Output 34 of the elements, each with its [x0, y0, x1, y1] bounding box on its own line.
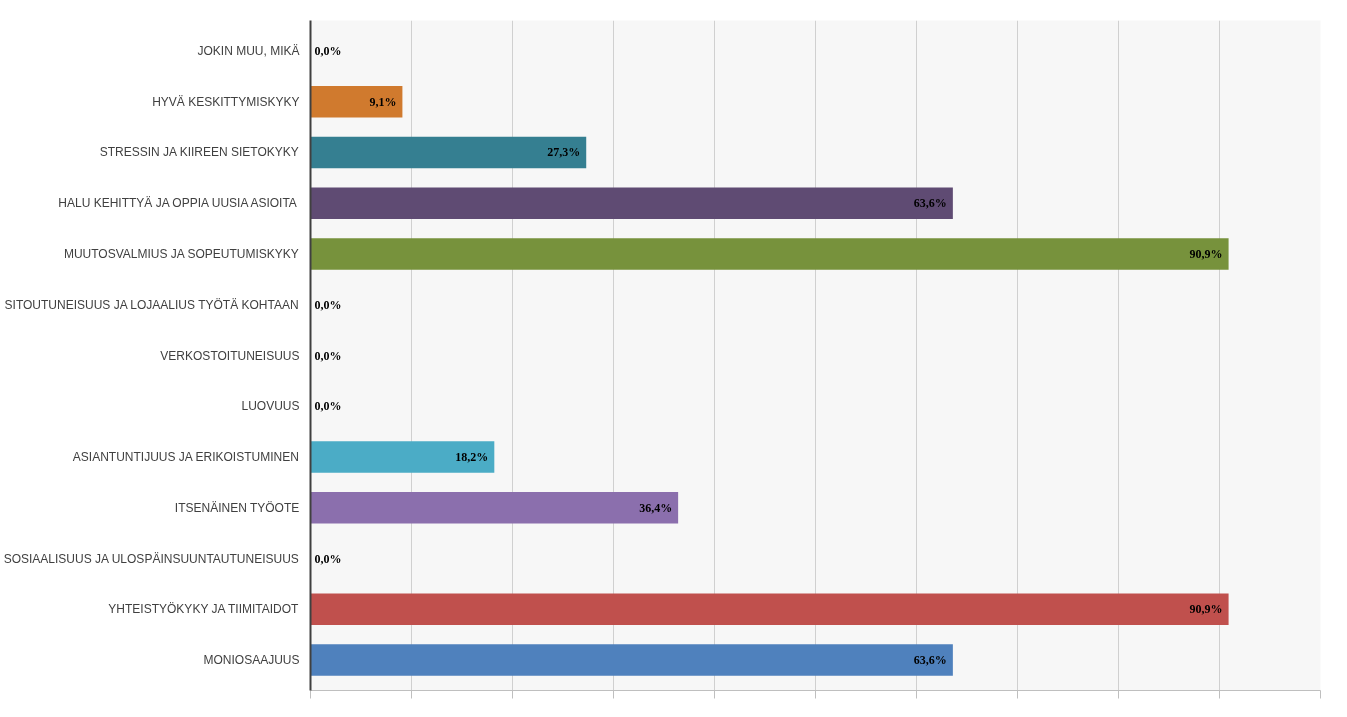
y-tick-label: LUOVUUS — [241, 399, 300, 414]
y-tick-label: ASIANTUNTIJUUS JA ERIKOISTUMINEN — [72, 450, 299, 465]
bar — [310, 593, 1229, 626]
data-label: 0,0% — [314, 43, 342, 58]
data-label: 0,0% — [314, 399, 342, 414]
bar — [310, 644, 953, 676]
data-label: 90,9% — [1189, 602, 1223, 617]
bar — [310, 187, 953, 219]
data-label: 27,3% — [547, 145, 581, 160]
data-label: 36,4% — [639, 500, 673, 515]
y-tick-label: SITOUTUNEISUUS JA LOJAALIUS TYÖTÄ KOHTAAN — [4, 297, 299, 312]
bar — [310, 238, 1229, 270]
data-label: 18,2% — [455, 450, 489, 465]
y-tick-label: HALU KEHITTYÄ JA OPPIA UUSIA ASIOITA — [58, 196, 297, 211]
data-label: 0,0% — [314, 551, 342, 566]
data-label: 63,6% — [913, 196, 947, 211]
data-label: 9,1% — [369, 94, 397, 109]
y-tick-label: MONIOSAAJUUS — [203, 653, 300, 668]
y-tick-label: YHTEISTYÖKYKY JA TIIMITAIDOT — [108, 602, 300, 617]
y-tick-label: JOKIN MUU, MIKÄ — [197, 43, 300, 58]
y-tick-label: MUUTOSVALMIUS JA SOPEUTUMISKYKY — [63, 246, 299, 261]
bar — [310, 441, 495, 473]
data-label: 0,0% — [314, 348, 342, 363]
bar — [310, 492, 679, 524]
y-tick-label: HYVÄ KESKITTYMISKYKY — [152, 94, 300, 109]
y-tick-label: SOSIAALISUUS JA ULOSPÄINSUUNTAUTUNEISUUS — [3, 551, 299, 566]
data-label: 63,6% — [913, 653, 947, 668]
y-tick-label: ITSENÄINEN TYÖOTE — [174, 500, 300, 515]
y-tick-label: STRESSIN JA KIIREEN SIETOKYKY — [99, 145, 299, 160]
bar — [310, 85, 403, 118]
data-label: 90,9% — [1189, 246, 1223, 261]
data-label: 0,0% — [314, 297, 342, 312]
y-tick-label: VERKOSTOITUNEISUUS — [160, 348, 300, 363]
bar — [310, 136, 587, 169]
